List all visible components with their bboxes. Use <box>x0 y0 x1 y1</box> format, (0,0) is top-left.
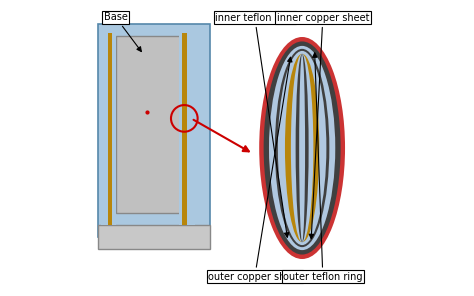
Ellipse shape <box>264 41 341 255</box>
Bar <box>112 33 116 225</box>
Ellipse shape <box>259 37 345 259</box>
Ellipse shape <box>278 51 327 245</box>
Ellipse shape <box>299 54 305 242</box>
Bar <box>182 33 188 225</box>
Text: outer teflon ring: outer teflon ring <box>283 53 363 282</box>
Ellipse shape <box>296 54 309 242</box>
Bar <box>187 33 195 225</box>
Bar <box>116 36 192 213</box>
Text: inner copper sheet: inner copper sheet <box>277 13 369 239</box>
Bar <box>98 24 210 237</box>
Ellipse shape <box>275 49 329 247</box>
Bar <box>108 33 113 225</box>
Ellipse shape <box>291 54 313 242</box>
Ellipse shape <box>269 46 335 250</box>
Bar <box>101 33 108 225</box>
Text: inner teflon ring: inner teflon ring <box>215 13 294 237</box>
Ellipse shape <box>285 54 319 242</box>
Text: outer copper sheet: outer copper sheet <box>208 57 301 282</box>
Bar <box>179 33 183 225</box>
Bar <box>98 225 210 249</box>
Text: Base: Base <box>104 12 141 52</box>
